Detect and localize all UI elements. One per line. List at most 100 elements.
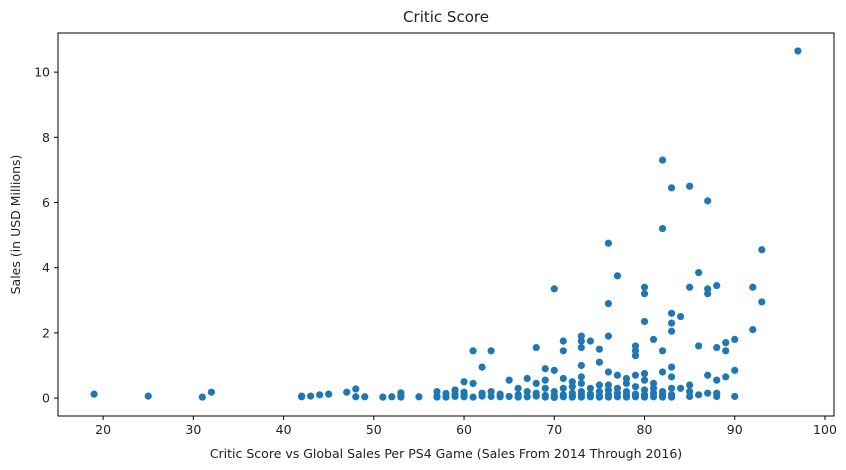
data-point: [731, 366, 739, 374]
data-point: [658, 347, 667, 355]
data-point: [144, 392, 152, 400]
x-tick-label: 40: [276, 422, 292, 437]
data-point: [505, 376, 513, 384]
data-point: [667, 319, 676, 327]
data-point: [758, 298, 766, 306]
data-point: [577, 387, 585, 396]
data-point: [532, 389, 540, 397]
data-point: [559, 384, 567, 392]
data-point: [298, 392, 306, 400]
data-point: [613, 384, 622, 392]
data-point: [640, 290, 649, 298]
data-point: [469, 379, 477, 388]
data-point: [460, 388, 468, 396]
data-point: [667, 327, 676, 335]
data-point: [343, 388, 351, 396]
data-point: [667, 363, 676, 371]
data-point: [677, 384, 685, 392]
data-point: [695, 268, 703, 277]
data-point: [640, 386, 649, 394]
data-point: [586, 390, 594, 398]
chart-title: Critic Score: [403, 8, 489, 26]
data-point: [442, 389, 450, 398]
data-point: [686, 387, 694, 396]
data-point: [316, 391, 324, 399]
data-point: [361, 393, 369, 401]
data-point: [397, 389, 405, 397]
data-point: [541, 391, 549, 400]
data-point: [207, 388, 215, 396]
x-tick-label: 80: [637, 422, 653, 437]
data-point: [649, 335, 658, 343]
data-point: [631, 371, 640, 379]
data-point: [713, 376, 721, 384]
data-point: [487, 347, 495, 355]
data-point: [640, 370, 649, 378]
data-point: [541, 365, 549, 373]
data-point: [487, 387, 495, 396]
data-point: [541, 384, 549, 392]
plot-frame: [57, 32, 835, 417]
data-point: [388, 393, 396, 401]
data-point: [568, 378, 576, 386]
data-point: [667, 384, 676, 392]
data-point: [433, 387, 441, 396]
data-point: [749, 283, 757, 291]
data-point: [622, 374, 631, 383]
data-point: [577, 373, 585, 381]
data-points: [90, 47, 802, 402]
data-point: [352, 385, 360, 393]
data-point: [640, 376, 649, 384]
data-point: [631, 383, 640, 391]
y-axis: 0 2 4 6 8 10: [34, 65, 58, 406]
data-point: [90, 390, 98, 398]
data-point: [586, 384, 594, 392]
data-point: [686, 182, 694, 190]
data-point: [658, 368, 667, 376]
data-point: [604, 368, 613, 376]
data-point: [532, 343, 540, 352]
x-tick-label: 60: [456, 422, 472, 437]
data-point: [722, 347, 730, 355]
data-point: [550, 366, 558, 374]
data-point: [550, 285, 558, 293]
data-point: [451, 386, 459, 394]
data-point: [704, 389, 712, 397]
data-point: [307, 392, 315, 400]
data-point: [686, 381, 694, 389]
data-point: [523, 393, 531, 401]
data-point: [704, 197, 712, 205]
data-point: [758, 246, 766, 254]
x-tick-label: 70: [546, 422, 562, 437]
data-point: [577, 332, 585, 340]
data-point: [677, 312, 685, 321]
data-point: [649, 379, 658, 388]
data-point: [352, 393, 360, 401]
y-tick-label: 6: [42, 195, 50, 210]
data-point: [604, 299, 613, 308]
data-point: [704, 371, 712, 379]
data-point: [595, 387, 603, 396]
data-point: [658, 224, 667, 233]
data-point: [559, 391, 567, 399]
data-point: [794, 47, 802, 55]
data-point: [577, 379, 585, 388]
x-axis-label: Critic Score vs Global Sales Per PS4 Gam…: [210, 446, 682, 461]
data-point: [595, 358, 603, 366]
data-point: [640, 283, 649, 291]
data-point: [631, 342, 640, 350]
data-point: [604, 381, 613, 389]
data-point: [731, 335, 739, 343]
y-tick-label: 8: [42, 130, 50, 145]
data-point: [613, 272, 622, 280]
data-point: [198, 393, 206, 401]
data-point: [667, 391, 676, 399]
data-point: [667, 184, 676, 192]
data-point: [541, 376, 549, 384]
data-point: [613, 371, 622, 379]
data-point: [523, 387, 531, 396]
data-point: [568, 389, 576, 397]
data-point: [469, 393, 477, 401]
data-point: [559, 347, 567, 355]
